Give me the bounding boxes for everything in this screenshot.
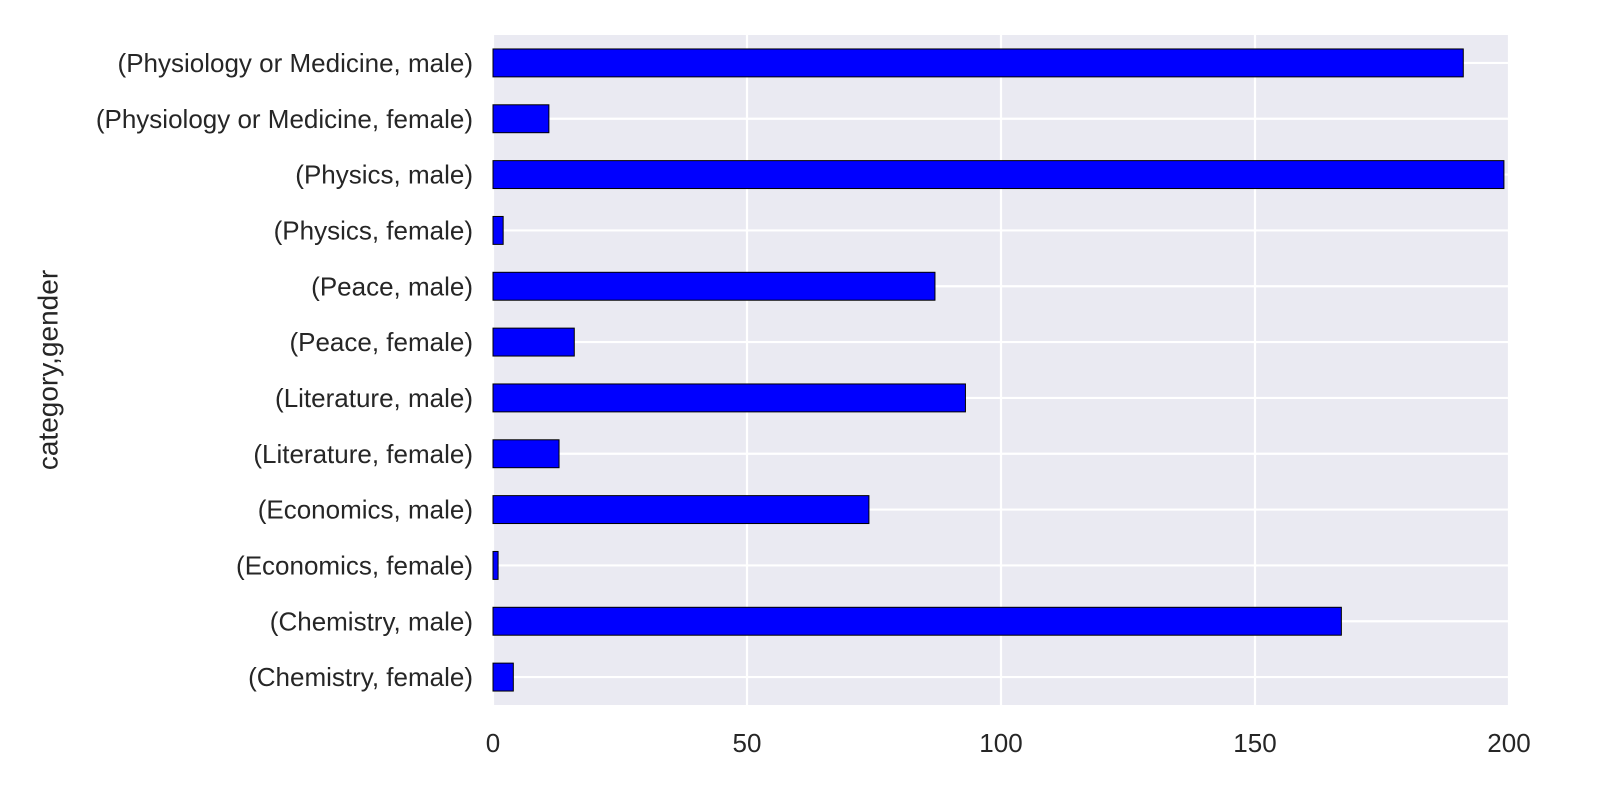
bar: [492, 439, 560, 469]
x-tick-label: 100: [979, 728, 1022, 758]
y-tick-label: (Physiology or Medicine, male): [118, 48, 473, 78]
x-tick-label: 200: [1487, 728, 1530, 758]
bar: [492, 327, 575, 357]
y-tick-label: (Chemistry, female): [248, 662, 473, 692]
bars: [492, 48, 1505, 692]
bar: [492, 383, 966, 413]
y-tick-label: (Literature, male): [275, 383, 473, 413]
y-tick-label: (Peace, female): [289, 327, 473, 357]
bar: [492, 271, 936, 301]
y-tick-label: (Physics, male): [295, 160, 473, 190]
y-tick-label: (Literature, female): [253, 439, 473, 469]
bar: [492, 550, 499, 580]
bar: [492, 495, 870, 525]
x-tick-label: 50: [733, 728, 762, 758]
y-tick-label: (Physiology or Medicine, female): [96, 104, 473, 134]
y-tick-labels: (Chemistry, female) (Chemistry, male) (Eco…: [96, 48, 473, 692]
y-tick-label: (Physics, female): [274, 215, 473, 245]
y-tick-label: (Economics, female): [236, 550, 473, 580]
bar: [492, 104, 550, 134]
bar: [492, 606, 1342, 636]
bar: [492, 48, 1464, 78]
y-axis-label: category,gender: [33, 270, 64, 470]
y-tick-label: (Economics, male): [258, 495, 473, 525]
bar: [492, 160, 1505, 190]
bar: [492, 662, 514, 692]
bar: [492, 215, 504, 245]
x-tick-labels: 0 50 100 150 200: [486, 728, 1531, 758]
y-tick-label: (Peace, male): [311, 271, 473, 301]
y-tick-label: (Chemistry, male): [270, 606, 473, 636]
x-tick-label: 0: [486, 728, 500, 758]
x-tick-label: 150: [1233, 728, 1276, 758]
